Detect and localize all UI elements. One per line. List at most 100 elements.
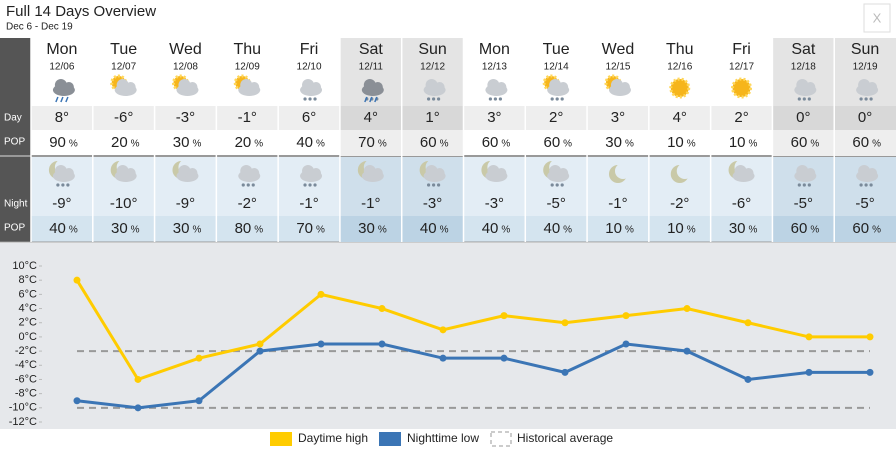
night-temp: -9° [52, 195, 71, 212]
date: 12/17 [729, 62, 754, 73]
icon-moon-shade [614, 163, 631, 179]
pop-unit: % [69, 139, 78, 150]
icon-snow [555, 183, 559, 187]
day-name: Mon [479, 41, 510, 58]
pop-value: 20 [235, 134, 252, 151]
icon-snow [308, 183, 312, 187]
pop-value: 30 [111, 220, 128, 237]
icon-snow [488, 97, 492, 101]
close-label[interactable]: X [873, 10, 882, 25]
day-name: Wed [602, 41, 635, 58]
icon-snow [807, 183, 811, 187]
data-point [439, 326, 447, 334]
pop-unit: % [440, 225, 449, 236]
icon-rain [364, 96, 368, 103]
icon-rain [65, 96, 69, 103]
label-column [0, 38, 31, 242]
icon-snow [313, 97, 317, 101]
pop-unit: % [131, 225, 140, 236]
icon-cloud [249, 82, 260, 92]
icon-snow [241, 183, 245, 187]
icon-snow [859, 97, 863, 101]
night-temp: -2° [238, 195, 257, 212]
night-temp: -5° [547, 195, 566, 212]
day-name: Tue [543, 41, 570, 58]
icon-cloud [549, 165, 562, 177]
y-tick-label: -10°C [9, 402, 37, 414]
y-tick-label: -4°C [15, 359, 37, 371]
night-temp: -10° [110, 195, 138, 212]
icon-snow [308, 97, 312, 101]
pop-value: 60 [420, 134, 437, 151]
day-name: Wed [169, 41, 202, 58]
icon-cloud [372, 168, 383, 178]
night-icon [481, 159, 508, 182]
pop-value: 80 [235, 220, 252, 237]
night-temp: -3° [423, 195, 442, 212]
day-name: Fri [300, 41, 319, 58]
close-button[interactable] [863, 3, 891, 33]
data-point [317, 290, 325, 298]
pop-unit: % [192, 139, 201, 150]
night-icon [357, 159, 384, 182]
y-tick-label: 0°C [19, 331, 38, 343]
night-temp: -1° [608, 195, 627, 212]
icon-cloud [363, 79, 376, 91]
icon-cloud [187, 168, 198, 178]
day-icon [110, 74, 137, 96]
weekend-pop [834, 130, 896, 156]
day-icon [233, 74, 261, 96]
weekend-night-pop [772, 216, 835, 242]
day-name: Sat [791, 41, 816, 58]
weekend-day-temp [339, 106, 402, 130]
legend-swatch [490, 431, 512, 447]
icon-cloud [425, 165, 438, 177]
icon-cloud [496, 168, 507, 178]
icon-rain [374, 96, 378, 103]
icon-cloud [63, 82, 74, 92]
icon-cloud [116, 79, 129, 91]
day-icon [485, 79, 508, 101]
day-temp: 6° [302, 109, 316, 126]
night-temp: -3° [485, 195, 504, 212]
icon-snow [550, 183, 554, 187]
pop-unit: % [254, 225, 263, 236]
icon-cloud [487, 79, 500, 91]
pop-value: 40 [420, 220, 437, 237]
pop-unit: % [192, 225, 201, 236]
date: 12/13 [482, 62, 507, 73]
row-label: POP [4, 223, 25, 234]
data-point [622, 340, 630, 348]
pop-value: 60 [852, 220, 869, 237]
icon-cloud [434, 168, 445, 178]
date: 12/18 [791, 62, 816, 73]
night-temp: -5° [794, 195, 813, 212]
icon-snow [807, 97, 811, 101]
icon-cloud [619, 82, 630, 92]
date: 12/19 [853, 62, 878, 73]
date: 12/11 [359, 62, 384, 73]
pop-value: 60 [791, 220, 808, 237]
icon-cloud [858, 165, 871, 177]
chart: 10°C 8°C 6°C 4°C 2°C 0°C -2°C -4°C -6°C -8°C -10°C… [9, 260, 874, 447]
day-name: Fri [732, 41, 751, 58]
icon-cloud [867, 168, 878, 178]
icon-cloud [54, 165, 67, 177]
weekend-night-pop [401, 216, 464, 242]
pop-value: 10 [667, 134, 684, 151]
weekend-day-temp [772, 106, 835, 130]
weekend-pop [772, 130, 835, 156]
pop-value: 40 [49, 220, 66, 237]
pop-unit: % [749, 225, 758, 236]
weekend-pop [401, 130, 464, 156]
icon-cloud [610, 79, 623, 91]
pop-value: 20 [111, 134, 128, 151]
data-point [378, 340, 386, 348]
pop-value: 10 [667, 220, 684, 237]
icon-cloud [558, 82, 569, 92]
icon-snow [246, 183, 250, 187]
day-name: Sun [851, 41, 879, 58]
icon-cloud [496, 82, 507, 92]
icon-cloud [178, 79, 191, 91]
